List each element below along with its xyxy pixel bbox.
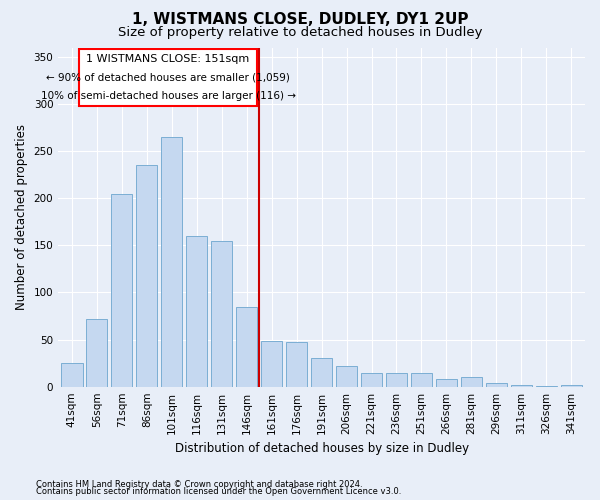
Bar (336, 366, 357, 386)
Bar (111, 194, 133, 386)
Text: 1, WISTMANS CLOSE, DUDLEY, DY1 2UP: 1, WISTMANS CLOSE, DUDLEY, DY1 2UP (132, 12, 468, 28)
Bar (286, 342, 307, 386)
Bar (560, 385, 582, 386)
Text: ← 90% of detached houses are smaller (1,059): ← 90% of detached houses are smaller (1,… (46, 72, 290, 83)
X-axis label: Distribution of detached houses by size in Dudley: Distribution of detached houses by size … (175, 442, 469, 455)
Bar (436, 379, 457, 386)
Bar (211, 240, 232, 386)
Bar (461, 378, 482, 386)
Bar (161, 137, 182, 386)
Bar (236, 306, 257, 386)
FancyBboxPatch shape (79, 50, 257, 106)
Text: Size of property relative to detached houses in Dudley: Size of property relative to detached ho… (118, 26, 482, 39)
Bar (511, 385, 532, 386)
Bar (61, 363, 83, 386)
Y-axis label: Number of detached properties: Number of detached properties (15, 124, 28, 310)
Bar (386, 374, 407, 386)
Bar (86, 319, 107, 386)
Bar (361, 372, 382, 386)
Bar (186, 236, 208, 386)
Text: Contains HM Land Registry data © Crown copyright and database right 2024.: Contains HM Land Registry data © Crown c… (36, 480, 362, 489)
Bar (486, 383, 507, 386)
Bar (261, 342, 282, 386)
Text: 10% of semi-detached houses are larger (116) →: 10% of semi-detached houses are larger (… (41, 92, 296, 102)
Bar (411, 374, 432, 386)
Text: Contains public sector information licensed under the Open Government Licence v3: Contains public sector information licen… (36, 487, 401, 496)
Bar (311, 358, 332, 386)
Bar (136, 166, 157, 386)
Text: 1 WISTMANS CLOSE: 151sqm: 1 WISTMANS CLOSE: 151sqm (86, 54, 250, 64)
